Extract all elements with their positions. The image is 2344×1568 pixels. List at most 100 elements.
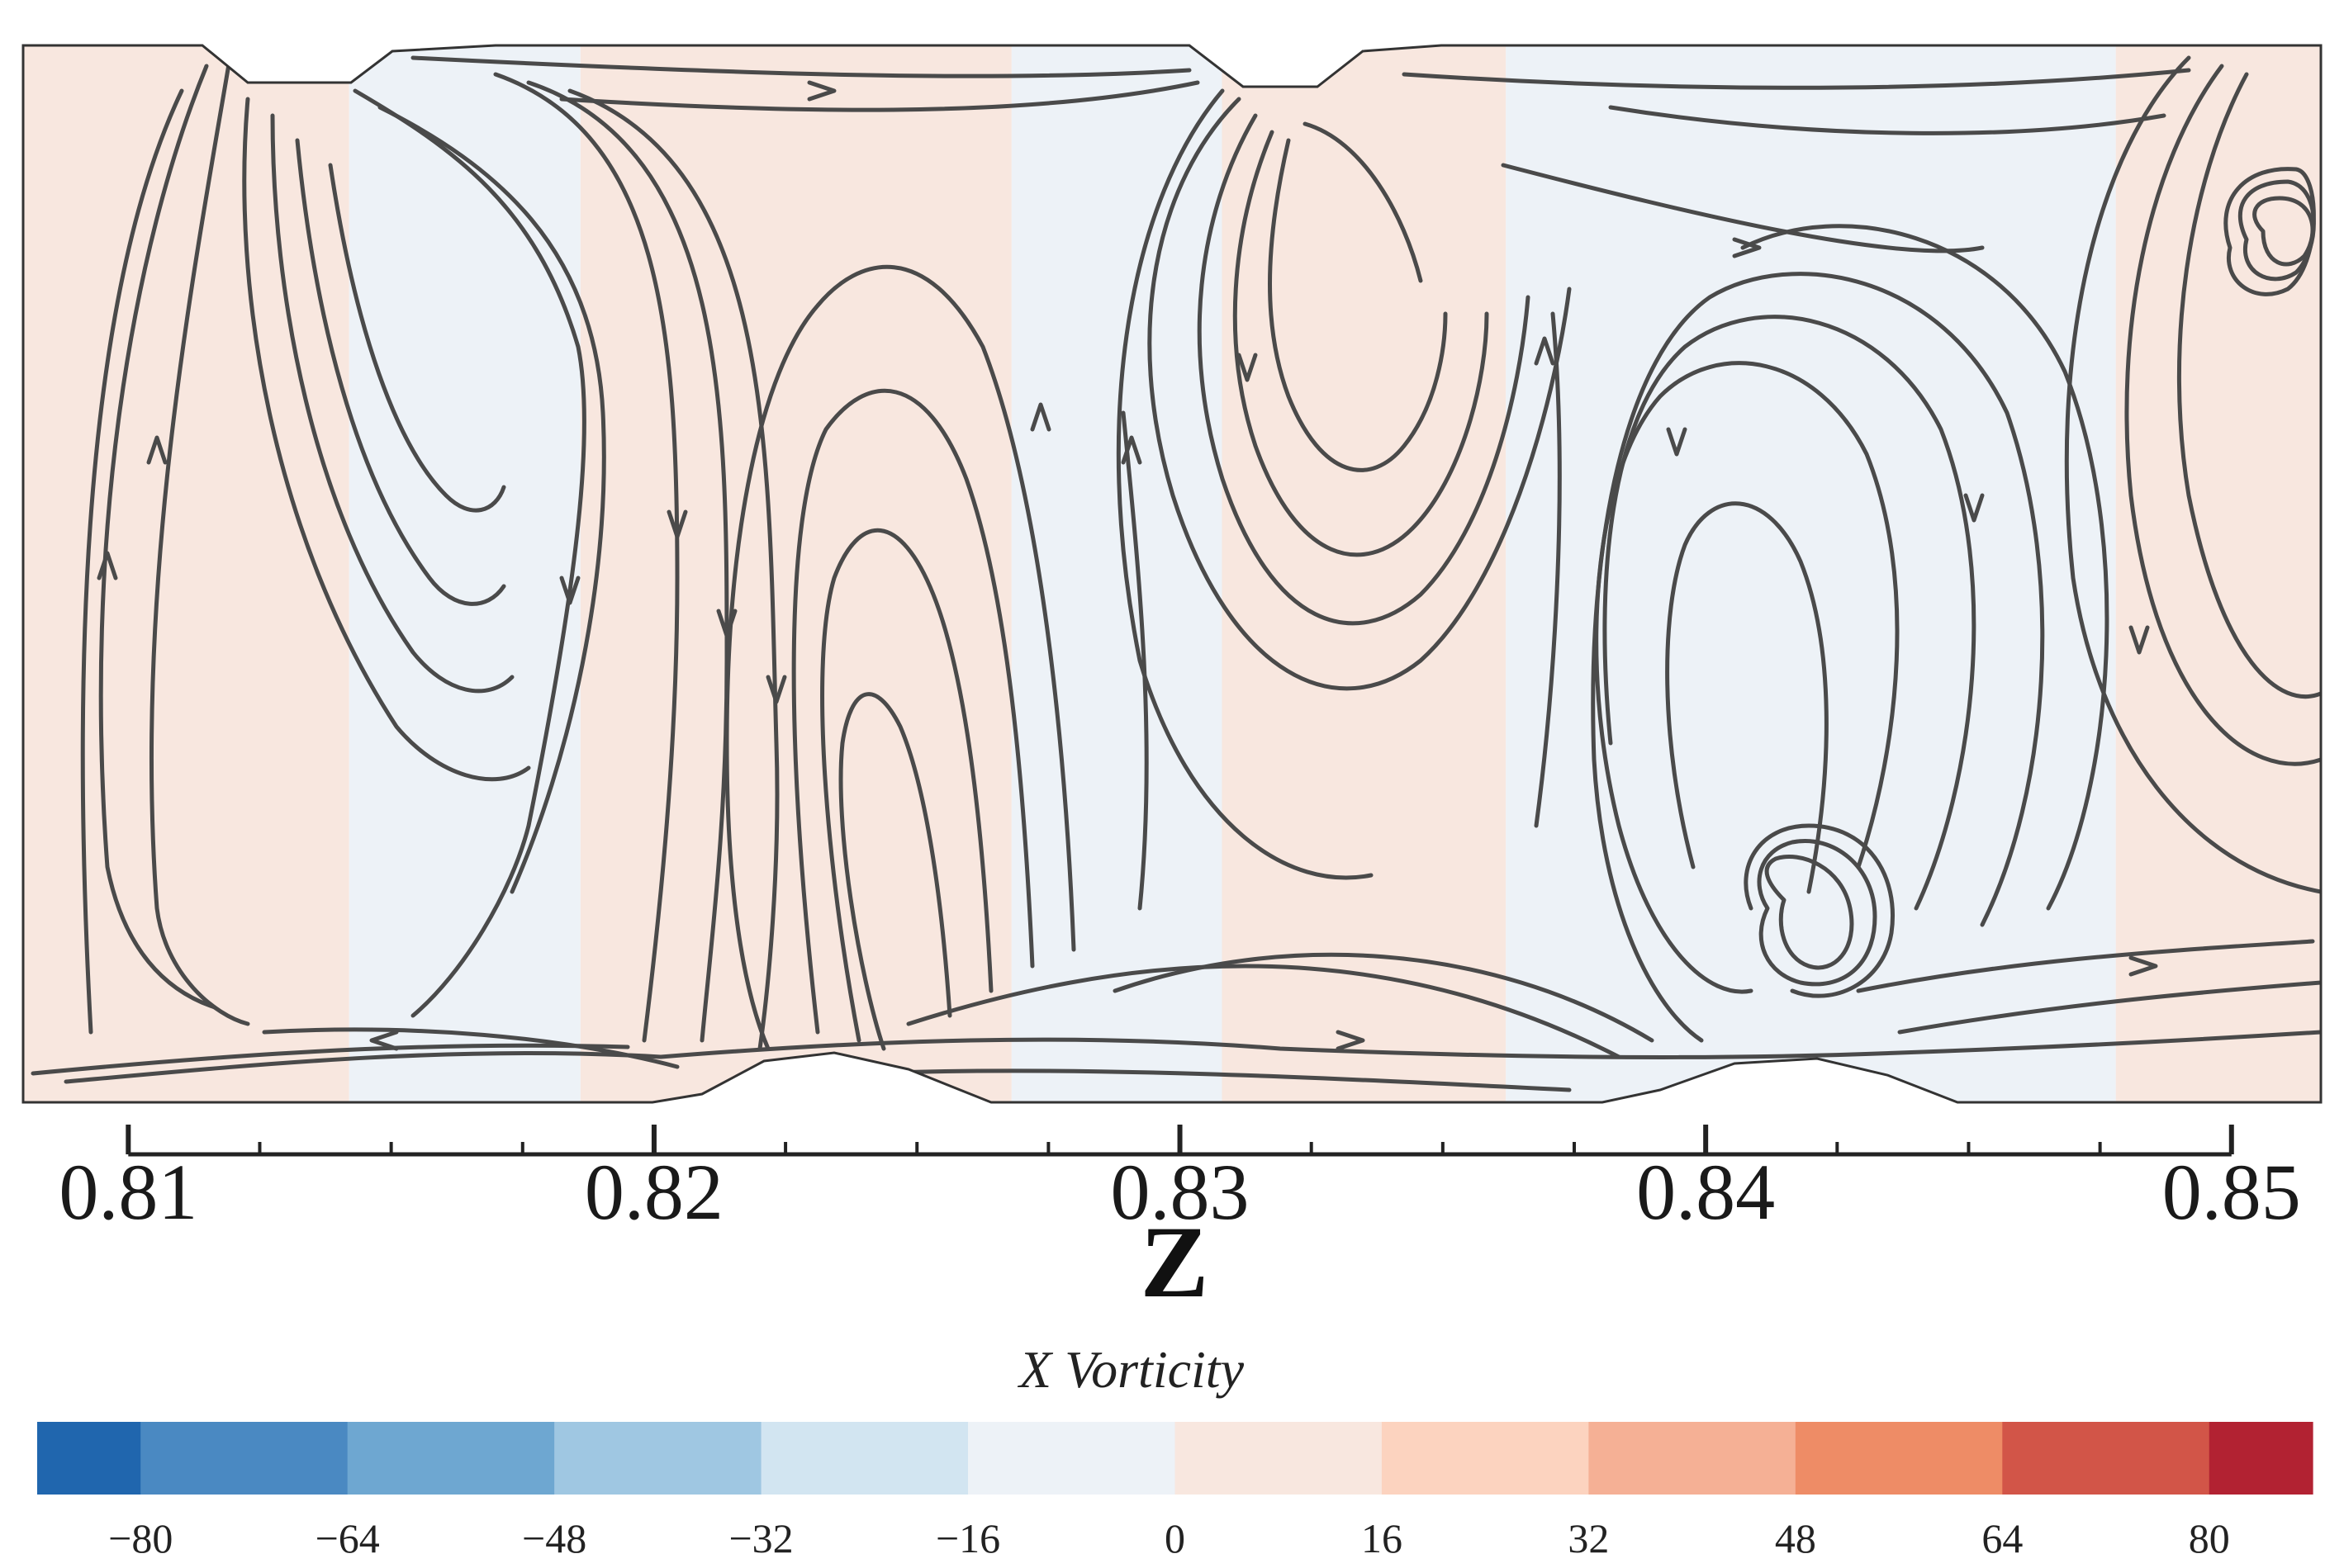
streamline-arrow [1030,402,1051,432]
streamline [80,88,184,1035]
colorbar-tick-label: 80 [2189,1515,2230,1561]
streamline [1113,952,1654,1043]
streamline [1268,138,1448,472]
streamline [64,1030,2321,1084]
streamline [1121,410,1149,911]
streamline [2064,55,2321,894]
streamline [724,264,1076,1051]
streamline [820,528,994,1043]
plot-area [21,44,2323,1104]
streamline [493,72,680,1043]
streamline [1744,823,1895,998]
x-tick-label: 0.84 [1636,1148,1775,1236]
streamline [1757,839,1877,987]
streamline [1116,88,1374,880]
streamline-overlay [31,47,2321,1092]
streamline [295,138,506,606]
colorbar-band [1174,1422,1383,1495]
streamline [906,964,1621,1059]
colorbar-legend: X Vorticity −80 −64 −48 −32 −16 0 16 32 48 64 80 [37,1340,2313,1561]
streamline [559,80,1200,112]
streamline-arrow [1963,493,1985,523]
streamline [1897,980,2321,1035]
streamline [2252,196,2315,267]
streamline-arrow [667,509,688,539]
colorbar-band [2209,1422,2313,1495]
streamline [1856,939,2315,993]
colorbar-tick-label: −48 [522,1515,586,1561]
colorbar-band [1381,1422,1590,1495]
x-axis: 0.81 0.82 0.83 0.84 0.85 Z [59,1125,2301,1319]
colorbar-tick-label: −16 [936,1515,1000,1561]
streamline [410,55,1192,78]
streamline-arrow [1732,237,1762,258]
colorbar-tick-label: −64 [316,1515,380,1561]
streamline [1740,224,2109,911]
streamline-arrow [2128,955,2158,977]
colorbar-band [554,1422,762,1495]
vorticity-cell [1222,45,1507,1102]
streamline [1602,315,1976,911]
streamline-arrow [716,609,738,638]
streamline [1147,97,1572,691]
streamline [567,88,780,1051]
streamline-arrow [1534,336,1555,366]
streamline [328,163,506,513]
streamline-arrow [766,675,787,704]
streamline [242,97,531,782]
streamline [2124,64,2321,766]
colorbar-tick-label: −80 [108,1515,173,1561]
x-tick-label: 0.82 [585,1148,724,1236]
streamline-arrow [369,1030,399,1051]
colorbar-band [1795,1422,2003,1495]
streamline [98,64,217,1010]
streamline [1665,501,1829,894]
x-axis-ticks: 0.81 0.82 0.83 0.84 0.85 [59,1125,2301,1236]
x-tick-label: 0.85 [2162,1148,2301,1236]
streamline [1608,105,2166,135]
colorbar-tick-label: 64 [1981,1515,2023,1561]
streamline [353,88,586,1018]
streamline [791,388,1035,1035]
colorbar-bands [37,1422,2313,1495]
streamline [262,1027,680,1069]
colorbar-band [347,1422,555,1495]
streamline-arrow [146,435,168,465]
streamline [1594,361,1900,994]
streamline [2223,167,2316,296]
streamline [2176,72,2321,699]
colorbar-band [37,1422,141,1495]
vorticity-cell [1011,45,1222,1102]
streamline-arrow [807,80,837,102]
vorticity-cell [23,45,349,1102]
streamline [149,47,250,1026]
streamline-arrow [2128,625,2150,655]
streamline [865,1068,1572,1092]
colorbar-band [1588,1422,1796,1495]
colorbar-band [2002,1422,2210,1495]
streamline-arrow [97,551,118,580]
x-tick-label: 0.81 [59,1148,197,1236]
streamline [1591,272,2045,1043]
streamline [270,113,515,694]
streamline [1197,113,1530,626]
x-tick-label: 0.83 [1111,1148,1250,1236]
colorbar-tick-label: 16 [1361,1515,1402,1561]
colorbar-title: X Vorticity [1017,1340,1245,1399]
streamline [1402,68,2191,90]
streamline-arrow [1336,1030,1365,1051]
streamline-arrow [1666,427,1687,457]
colorbar-ticks: −80 −64 −48 −32 −16 0 16 32 48 64 80 [108,1515,2230,1561]
colorbar-band [968,1422,1176,1495]
streamline-arrow [559,576,581,605]
streamline-arrow [1121,435,1142,465]
vorticity-cell [349,45,581,1102]
streamline [1534,311,1562,828]
streamline [31,1043,630,1076]
streamline [1764,855,1854,970]
colorbar-tick-label: −32 [728,1515,793,1561]
colorbar-band [761,1422,969,1495]
streamline [1302,121,1423,283]
